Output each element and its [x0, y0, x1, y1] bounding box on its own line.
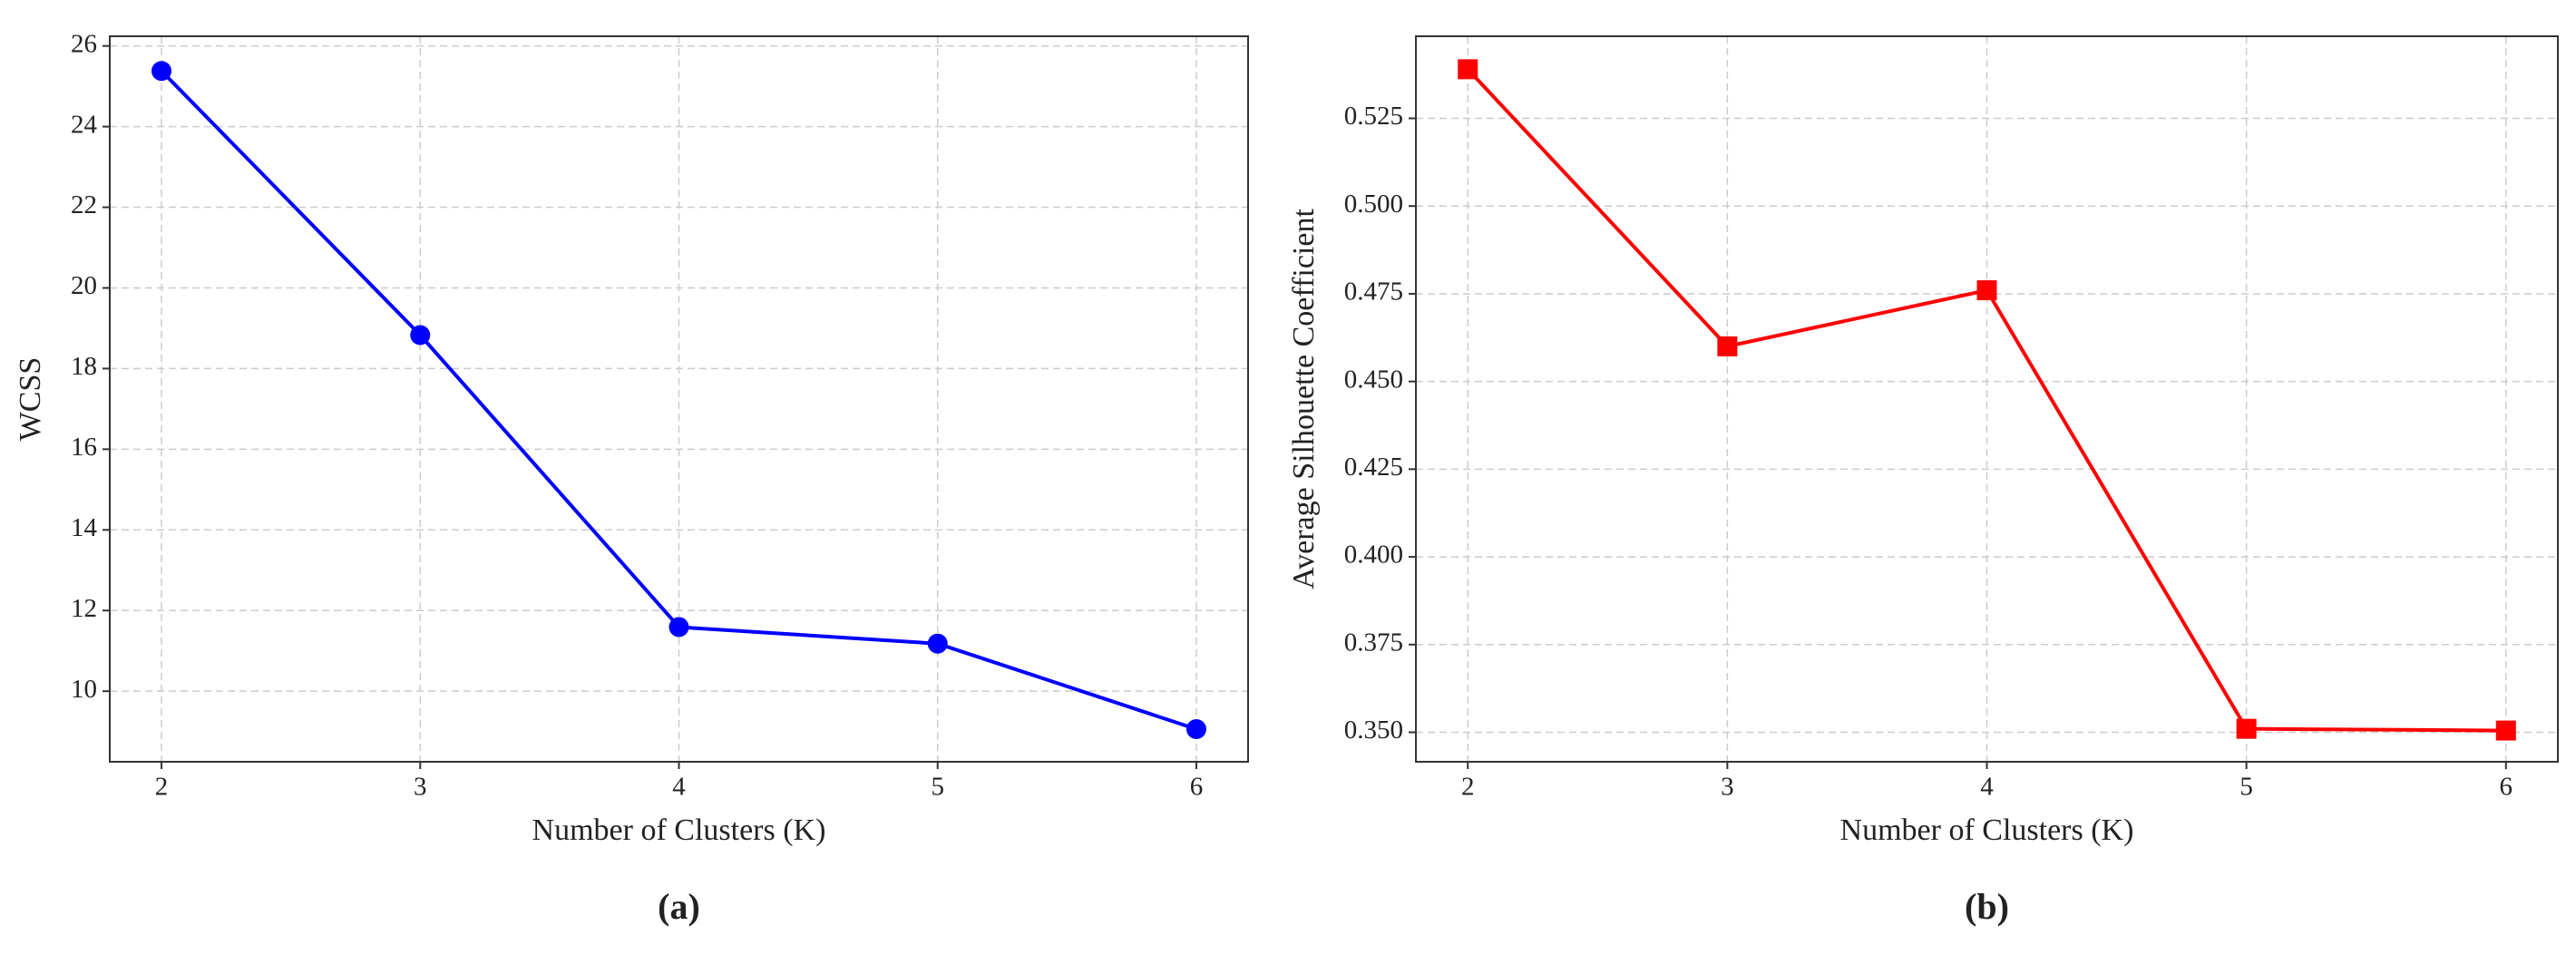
y-tick-label: 0.450 [1344, 365, 1403, 394]
x-tick-label: 6 [1190, 773, 1204, 802]
marker [1976, 280, 1997, 301]
x-tick-label: 6 [2500, 773, 2513, 802]
plot-frame [1415, 35, 2559, 763]
marker [2495, 720, 2516, 741]
y-axis-label: WCSS [14, 357, 47, 442]
marker [1458, 59, 1478, 80]
y-tick-label: 24 [71, 110, 98, 139]
y-tick-label: 0.400 [1344, 540, 1403, 570]
y-tick-label: 22 [71, 190, 97, 219]
x-axis-label: Number of Clusters (K) [1840, 813, 2134, 847]
x-tick-label: 3 [1721, 773, 1734, 802]
caption: (a) [658, 886, 700, 927]
x-axis-label: Number of Clusters (K) [532, 813, 826, 847]
y-tick-label: 16 [71, 433, 97, 462]
y-tick-label: 0.525 [1344, 102, 1403, 131]
x-tick-label: 2 [1461, 773, 1475, 802]
x-tick-label: 4 [672, 773, 686, 802]
y-tick-label: 10 [71, 675, 97, 704]
marker [1717, 336, 1738, 356]
caption: (b) [1965, 886, 2009, 927]
marker [2236, 718, 2257, 739]
x-tick-label: 2 [155, 773, 169, 802]
y-tick-label: 0.375 [1344, 628, 1403, 657]
marker [668, 617, 689, 638]
x-tick-label: 3 [414, 773, 427, 802]
y-tick-label: 26 [71, 29, 97, 58]
marker [151, 61, 172, 82]
marker [927, 633, 948, 654]
x-tick-label: 5 [931, 773, 944, 802]
y-tick-label: 0.475 [1344, 278, 1403, 307]
y-tick-label: 0.500 [1344, 190, 1403, 219]
y-tick-label: 20 [71, 271, 97, 300]
y-tick-label: 0.425 [1344, 453, 1403, 482]
marker [1186, 718, 1206, 739]
x-tick-label: 4 [1980, 773, 1994, 802]
marker [410, 325, 431, 346]
y-axis-label: Average Silhouette Coefficient [1287, 209, 1321, 589]
plot-frame [109, 35, 1249, 763]
y-tick-label: 18 [71, 352, 97, 381]
y-tick-label: 0.350 [1344, 716, 1403, 745]
y-tick-label: 14 [71, 513, 98, 542]
y-tick-label: 12 [71, 594, 97, 623]
x-tick-label: 5 [2239, 773, 2253, 802]
